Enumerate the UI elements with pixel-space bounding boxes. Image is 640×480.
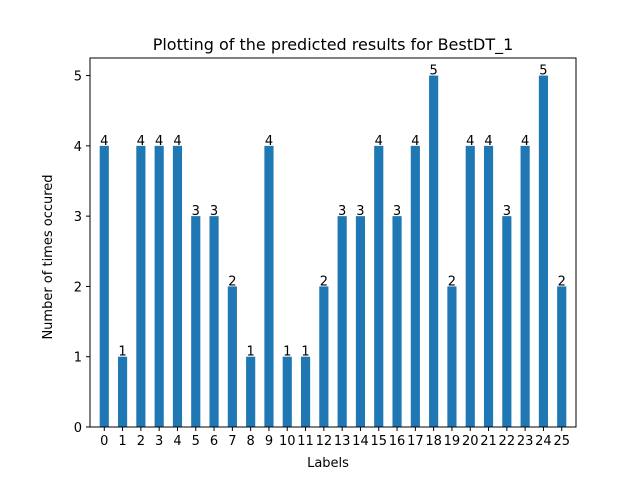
x-tick-label: 10 <box>279 434 296 449</box>
x-tick-label: 9 <box>265 434 273 449</box>
bar <box>538 75 549 428</box>
bar-value-label: 2 <box>558 274 566 289</box>
bar <box>246 356 256 427</box>
bar-value-label: 4 <box>265 134 273 149</box>
bar <box>483 145 494 427</box>
x-tick-label: 16 <box>389 434 406 449</box>
bar <box>209 216 219 427</box>
bars-group <box>99 75 567 428</box>
chart-title: Plotting of the predicted results for Be… <box>153 35 514 55</box>
bar <box>557 286 567 427</box>
x-tick-label: 8 <box>247 434 255 449</box>
x-tick-label: 5 <box>192 434 200 449</box>
x-axis-label: Labels <box>307 456 349 471</box>
bar <box>172 145 183 427</box>
x-tick-label: 4 <box>173 434 181 449</box>
bar <box>429 75 439 428</box>
bar-value-label: 4 <box>466 134 474 149</box>
bar <box>520 145 530 427</box>
bar-value-label: 4 <box>521 134 529 149</box>
bar <box>502 216 512 427</box>
bar <box>117 356 128 427</box>
x-tick-label: 15 <box>370 434 387 449</box>
bar-value-label: 4 <box>100 134 108 149</box>
bar-value-label: 3 <box>338 204 346 219</box>
y-tick-label: 0 <box>74 421 82 436</box>
x-tick-label: 7 <box>228 434 236 449</box>
x-tick-label: 3 <box>155 434 163 449</box>
plot-frame <box>89 57 577 428</box>
x-tick-label: 1 <box>118 434 126 449</box>
bar-value-label: 1 <box>283 345 291 360</box>
x-tick-label: 20 <box>462 434 479 449</box>
bar-value-label: 2 <box>320 274 328 289</box>
bar-value-label: 1 <box>301 345 309 360</box>
bar <box>410 145 420 427</box>
bar-value-label: 4 <box>173 134 181 149</box>
x-axis-ticks: 0 1 2 3 4 5 6 7 8 9 10 11 12 13 14 15 16 17 18 19 20 21 22 23 24… <box>100 427 570 449</box>
bar <box>319 286 329 427</box>
y-axis-label: Number of times occured <box>41 174 56 339</box>
bar <box>337 216 347 427</box>
bar-value-label: 3 <box>393 204 401 219</box>
bar <box>465 145 475 427</box>
y-axis-ticks: 0 1 2 3 4 5 <box>74 70 90 436</box>
bar-value-label: 5 <box>539 64 547 79</box>
bar <box>264 145 274 427</box>
x-tick-label: 23 <box>517 434 534 449</box>
x-tick-label: 25 <box>553 434 570 449</box>
bar-value-label: 1 <box>118 345 126 360</box>
bar <box>227 286 237 427</box>
bar-value-label: 3 <box>210 204 218 219</box>
bar-value-label: 4 <box>155 134 163 149</box>
bar-value-label: 4 <box>375 134 383 149</box>
bar-value-label: 3 <box>356 204 364 219</box>
y-tick-label: 3 <box>74 210 82 225</box>
x-tick-label: 11 <box>297 434 314 449</box>
bar-value-label: 4 <box>411 134 419 149</box>
bar-value-label: 5 <box>429 64 437 79</box>
bar <box>191 216 201 427</box>
x-tick-label: 19 <box>444 434 461 449</box>
y-tick-label: 4 <box>74 140 82 155</box>
y-tick-label: 2 <box>74 280 82 295</box>
bar <box>136 145 146 427</box>
bar <box>447 286 457 427</box>
x-tick-label: 12 <box>316 434 333 449</box>
bar-value-label: 3 <box>192 204 200 219</box>
x-tick-label: 18 <box>425 434 442 449</box>
bar <box>300 356 311 427</box>
bar-value-label: 4 <box>484 134 492 149</box>
x-tick-label: 13 <box>334 434 351 449</box>
bar-value-label: 4 <box>137 134 145 149</box>
bar <box>355 216 366 427</box>
bar-value-label: 2 <box>448 274 456 289</box>
x-tick-label: 21 <box>480 434 497 449</box>
bar <box>374 145 384 427</box>
x-tick-label: 0 <box>100 434 108 449</box>
x-tick-label: 17 <box>407 434 424 449</box>
bar-value-label: 3 <box>503 204 511 219</box>
bar <box>392 216 402 427</box>
x-tick-label: 22 <box>499 434 516 449</box>
x-tick-label: 24 <box>535 434 552 449</box>
x-tick-label: 14 <box>352 434 369 449</box>
x-tick-label: 6 <box>210 434 218 449</box>
bar-value-label: 2 <box>228 274 236 289</box>
bar <box>99 145 109 427</box>
bar-value-label: 1 <box>247 345 255 360</box>
bar <box>154 145 164 427</box>
x-tick-label: 2 <box>137 434 145 449</box>
y-tick-label: 1 <box>74 351 82 366</box>
y-tick-label: 5 <box>74 70 82 85</box>
bar <box>282 356 292 427</box>
